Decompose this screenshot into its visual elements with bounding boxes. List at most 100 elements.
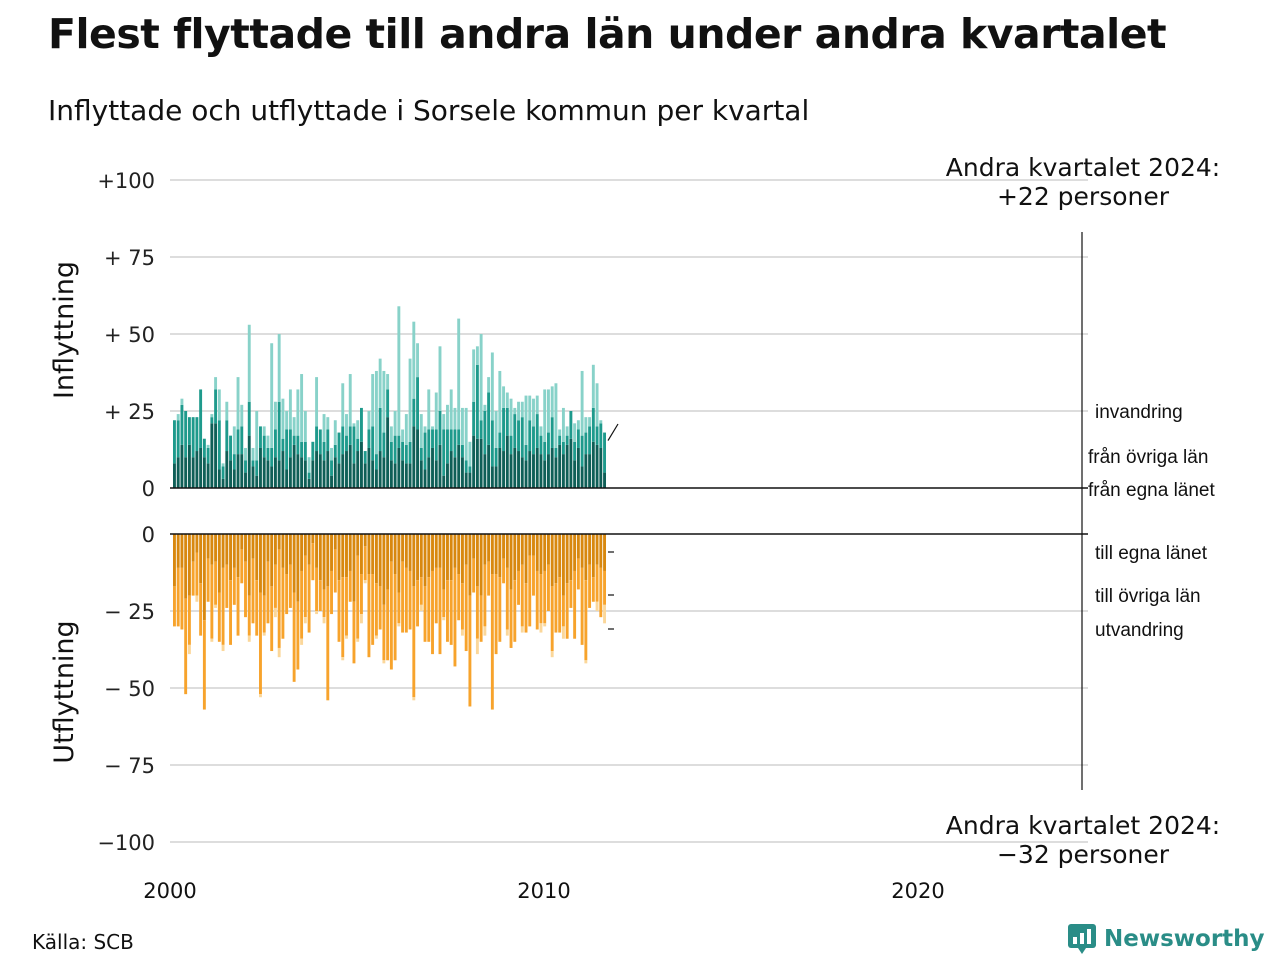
bar-in-immigration bbox=[513, 407, 517, 415]
bar-out-other-county bbox=[187, 595, 191, 645]
bar-out-other-county bbox=[232, 567, 236, 605]
bar-out-other-county bbox=[244, 561, 247, 618]
bar-out-own-county bbox=[333, 534, 337, 550]
bar-in-own-county bbox=[460, 457, 464, 488]
bar-in-own-county bbox=[318, 454, 322, 488]
bar-in-other-county bbox=[393, 435, 397, 464]
bar-in-other-county bbox=[315, 426, 319, 452]
bar-in-immigration bbox=[251, 447, 255, 461]
y-tick-label: + 25 bbox=[104, 400, 155, 424]
bar-in-own-county bbox=[591, 441, 595, 488]
bar-in-own-county bbox=[378, 451, 382, 488]
bar-in-other-county bbox=[397, 435, 401, 448]
bar-out-other-county bbox=[217, 592, 221, 642]
bar-in-other-county bbox=[303, 441, 307, 461]
bar-in-other-county bbox=[569, 411, 573, 439]
bar-in-other-county bbox=[191, 417, 195, 458]
inflow-bars bbox=[173, 306, 606, 488]
bar-in-own-county bbox=[408, 463, 412, 488]
bar-out-other-county bbox=[483, 564, 487, 627]
bar-in-own-county bbox=[382, 457, 386, 488]
bar-in-own-county bbox=[191, 457, 195, 488]
bar-in-other-county bbox=[442, 429, 446, 476]
bar-in-immigration bbox=[326, 417, 330, 430]
bar-out-other-county bbox=[509, 589, 513, 648]
bar-in-immigration bbox=[539, 426, 543, 436]
bar-in-immigration bbox=[378, 358, 382, 408]
bar-out-own-county bbox=[352, 534, 356, 602]
bar-in-own-county bbox=[315, 451, 319, 488]
bar-out-own-county bbox=[180, 534, 184, 568]
bar-out-own-county bbox=[214, 534, 218, 562]
bar-in-other-county bbox=[404, 444, 408, 464]
bar-out-emigration bbox=[460, 629, 464, 636]
bar-out-emigration bbox=[247, 635, 251, 642]
bar-in-other-county bbox=[251, 460, 255, 467]
bar-in-other-county bbox=[475, 364, 479, 439]
bar-in-other-county bbox=[326, 429, 330, 452]
bar-out-own-county bbox=[277, 534, 281, 550]
bar-out-other-county bbox=[348, 570, 352, 602]
bar-in-other-county bbox=[449, 429, 453, 452]
chart-labels: 0 + 25 + 50 + 75 +100 0 − 25 − 50 − 75 −100 Inflyt… bbox=[49, 153, 1220, 903]
bar-in-immigration bbox=[262, 426, 266, 436]
bar-in-own-county bbox=[502, 451, 506, 488]
bar-in-immigration bbox=[535, 395, 539, 415]
bar-out-other-county bbox=[464, 564, 468, 652]
bar-out-own-county bbox=[412, 534, 416, 587]
bar-out-emigration bbox=[303, 617, 307, 624]
bar-out-own-county bbox=[434, 534, 438, 568]
bar-out-own-county bbox=[288, 534, 292, 565]
bar-out-own-county bbox=[311, 534, 315, 544]
bar-out-other-county bbox=[423, 586, 427, 642]
bar-in-own-county bbox=[479, 438, 483, 488]
bar-out-own-county bbox=[502, 534, 506, 559]
bar-out-own-county bbox=[318, 534, 322, 581]
bar-out-own-county bbox=[449, 534, 453, 581]
bar-in-immigration bbox=[561, 407, 565, 442]
bar-in-own-county bbox=[595, 444, 599, 488]
bar-in-other-county bbox=[180, 404, 184, 445]
bar-out-other-county bbox=[561, 595, 565, 627]
bar-out-own-county bbox=[588, 534, 592, 565]
bar-out-own-county bbox=[603, 534, 606, 571]
bar-in-other-county bbox=[401, 441, 405, 461]
bar-in-own-county bbox=[195, 451, 199, 488]
bar-in-own-county bbox=[438, 444, 442, 488]
bar-in-own-county bbox=[285, 469, 289, 488]
bar-in-own-county bbox=[576, 447, 580, 488]
bar-in-own-county bbox=[307, 478, 311, 488]
bar-out-own-county bbox=[404, 534, 408, 568]
bar-out-own-county bbox=[446, 534, 449, 581]
bar-out-own-county bbox=[236, 534, 240, 578]
bar-out-other-county bbox=[457, 574, 461, 621]
bar-in-other-county bbox=[431, 429, 434, 448]
bar-in-other-county bbox=[217, 420, 221, 470]
bar-out-emigration bbox=[505, 629, 509, 636]
bar-out-other-county bbox=[382, 604, 386, 661]
bar-out-own-county bbox=[363, 534, 367, 547]
bar-out-own-county bbox=[505, 534, 509, 568]
bar-in-own-county bbox=[262, 457, 266, 488]
bar-in-immigration bbox=[273, 401, 277, 430]
bar-out-other-county bbox=[221, 567, 225, 645]
bar-out-own-county bbox=[438, 534, 442, 568]
bar-in-immigration bbox=[232, 426, 236, 455]
bar-in-own-county bbox=[386, 417, 390, 488]
bar-in-immigration bbox=[401, 429, 405, 442]
bar-in-other-county bbox=[262, 435, 266, 458]
bar-in-own-county bbox=[547, 454, 550, 488]
bar-out-other-county bbox=[307, 564, 311, 633]
inflow-annotation: +22 personer bbox=[997, 182, 1170, 211]
bar-in-own-county bbox=[247, 435, 251, 488]
bar-in-own-county bbox=[464, 472, 468, 488]
bar-in-immigration bbox=[393, 411, 397, 436]
bar-in-other-county bbox=[229, 435, 232, 461]
bar-out-other-county bbox=[535, 570, 539, 630]
bar-in-other-county bbox=[322, 441, 326, 461]
bar-in-own-county bbox=[374, 469, 378, 488]
bar-out-own-county bbox=[300, 534, 304, 571]
bar-in-own-county bbox=[573, 460, 577, 488]
bar-in-own-county bbox=[322, 460, 326, 488]
axes bbox=[170, 232, 1088, 790]
